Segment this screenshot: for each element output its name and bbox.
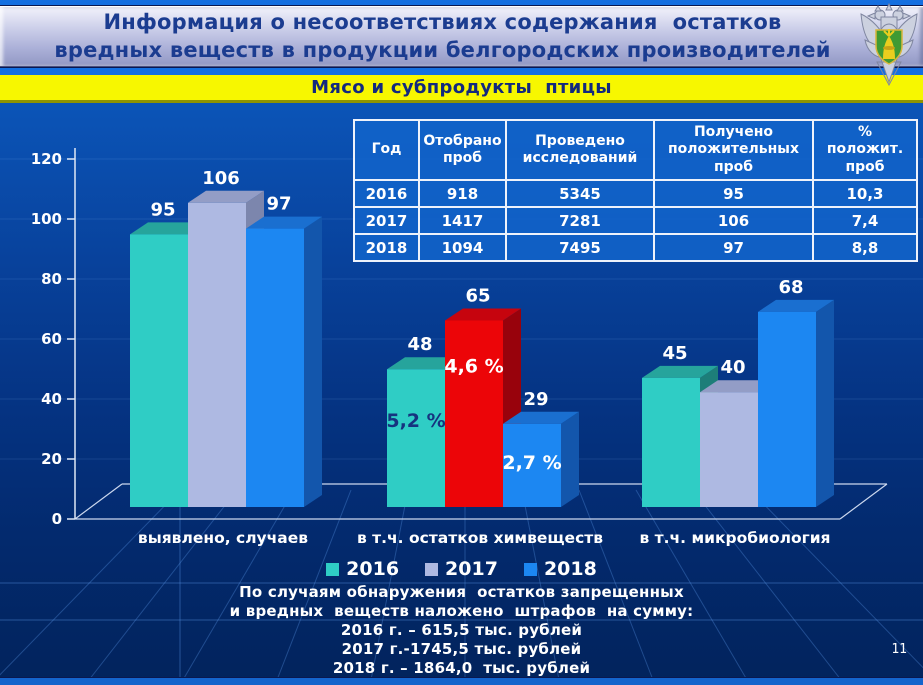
table-cell: 10,3 (812, 179, 918, 208)
top-accent-strip (0, 0, 923, 6)
table-header-cell: Год (353, 119, 420, 181)
table-header-cell: Проведено исследований (505, 119, 655, 181)
legend-swatch (523, 562, 537, 576)
subtitle-banner: Мясо и субпродукты птицы (0, 75, 923, 103)
page-number: 11 (891, 642, 907, 657)
table-cell: 106 (653, 206, 814, 235)
table-row: 2018 1094 7495 97 8,8 (353, 233, 918, 262)
table-header-cell: % положит. проб (812, 119, 918, 181)
chart-legend: 2016 2017 2018 (0, 558, 923, 580)
emblem-wheat-sheaf (883, 29, 895, 59)
table-cell: 2016 (353, 179, 420, 208)
table-header-cell: Отобрано проб (418, 119, 507, 181)
table-row: 2016 918 5345 95 10,3 (353, 179, 918, 208)
results-table-head: Год Отобрано проб Проведено исследований По… (353, 119, 918, 181)
table-cell: 95 (653, 179, 814, 208)
rosselkhoznadzor-emblem-icon (860, 2, 918, 86)
table-cell: 97 (653, 233, 814, 262)
table-cell: 1094 (418, 233, 507, 262)
results-table-body: 2016 918 5345 95 10,3 2017 1417 7281 106 7,4 2018 1… (353, 179, 918, 262)
table-cell: 1417 (418, 206, 507, 235)
table-cell: 2018 (353, 233, 420, 262)
results-table: Год Отобрано проб Проведено исследований По… (353, 119, 918, 262)
table-cell: 5345 (505, 179, 655, 208)
table-cell: 7,4 (812, 206, 918, 235)
table-cell: 7281 (505, 206, 655, 235)
legend-item-2017: 2017 (425, 558, 498, 580)
page-title: Информация о несоответствиях содержания … (54, 10, 831, 62)
legend-label: 2018 (543, 558, 597, 580)
legend-item-2016: 2016 (326, 558, 399, 580)
bottom-accent-strip (0, 677, 923, 685)
legend-swatch (425, 562, 439, 576)
legend-swatch (326, 562, 340, 576)
legend-label: 2017 (445, 558, 498, 580)
table-cell: 8,8 (812, 233, 918, 262)
fines-text: По случаям обнаружения остатков запрещен… (229, 583, 694, 678)
subtitle-text: Мясо и субпродукты птицы (311, 77, 612, 98)
header-panel: Информация о несоответствиях содержания … (0, 6, 923, 68)
legend-item-2018: 2018 (523, 558, 597, 580)
table-cell: 2017 (353, 206, 420, 235)
table-cell: 7495 (505, 233, 655, 262)
table-header-cell: Получено положительных проб (653, 119, 814, 181)
table-row: 2017 1417 7281 106 7,4 (353, 206, 918, 235)
legend-label: 2016 (346, 558, 400, 580)
table-cell: 918 (418, 179, 507, 208)
